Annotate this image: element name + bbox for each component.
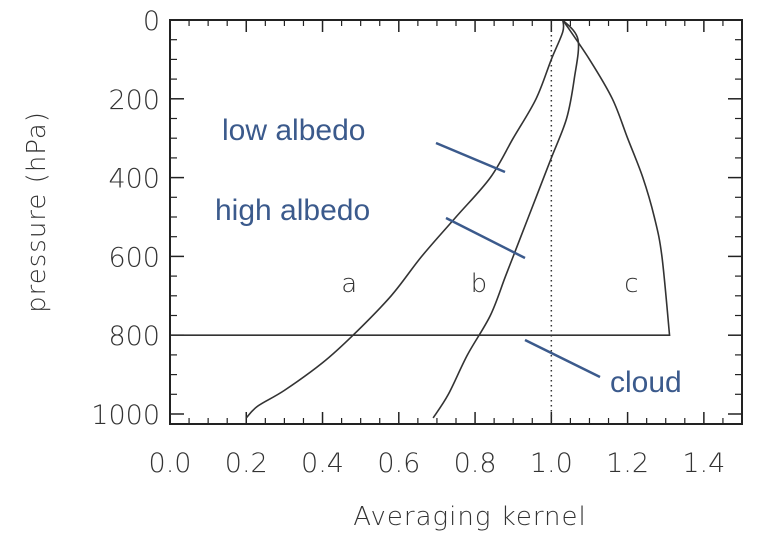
region-label-b: b [471,269,488,299]
y-tick-label: 800 [108,321,160,352]
x-axis-label: Averaging kernel [353,502,587,532]
annotation-label-cloud: cloud [610,366,682,399]
region-label-c: c [624,269,638,299]
series-line-high-albedo [432,19,580,419]
annotation-leader-cloud [524,338,601,379]
y-tick-label: 200 [108,85,160,116]
region-label-a: a [341,269,357,299]
annotation-leader-high-albedo [445,216,526,260]
y-tick-label: 400 [108,164,160,195]
series-line-low-albedo [245,19,565,419]
x-tick-label: 0.6 [377,448,420,479]
series-line-cloud [170,19,671,336]
x-tick-label: 1.4 [682,448,725,479]
x-tick-label: 0.2 [225,448,268,479]
y-axis-label: pressure (hPa) [22,111,52,313]
y-tick-label: 0 [143,6,160,37]
x-tick-label: 0.8 [454,448,497,479]
x-tick-label: 0.4 [301,448,344,479]
y-tick-label: 1000 [91,400,160,431]
x-tick-label: 1.2 [606,448,649,479]
x-tick-label: 0.0 [149,448,192,479]
annotation-leader-low-albedo [435,141,506,174]
annotation-label-low-albedo: low albedo [222,114,365,147]
x-tick-label: 1.0 [530,448,573,479]
plot-frame [169,19,743,425]
y-tick-label: 600 [108,242,160,273]
annotation-label-high-albedo: high albedo [215,194,370,227]
